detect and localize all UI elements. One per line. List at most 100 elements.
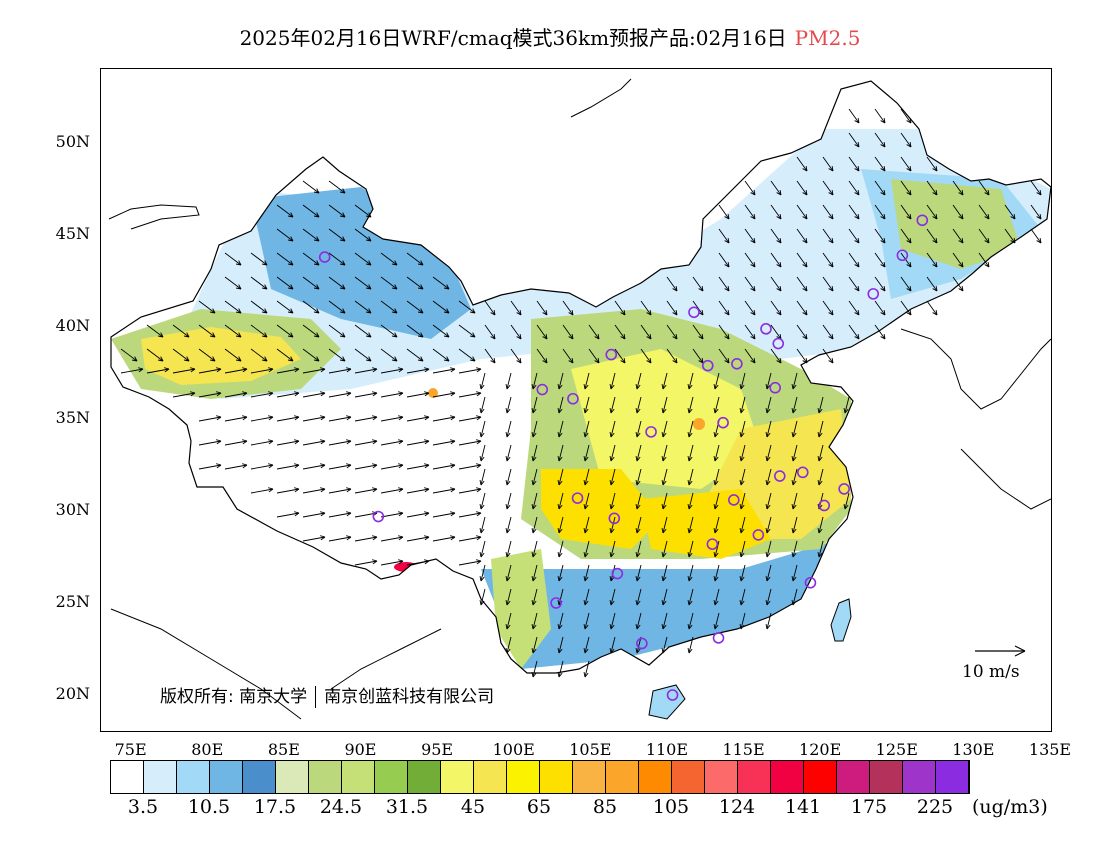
wind-vector [900, 204, 912, 220]
wind-vector [328, 324, 346, 338]
wind-vector [687, 588, 694, 606]
wind-vector [458, 324, 476, 338]
wind-vector [661, 540, 668, 558]
map-panel [100, 68, 1052, 732]
wind-vector [796, 252, 808, 268]
wind-vector [380, 252, 398, 266]
wind-vector [328, 439, 352, 446]
wind-vector [822, 228, 834, 244]
station-marker [712, 632, 725, 644]
wind-vector [635, 588, 642, 606]
wind-vector [250, 463, 274, 470]
colorbar-cell [804, 761, 837, 793]
title-main: 2025年02月16日WRF/cmaq模式36km预报产品:02月16日 [239, 26, 787, 50]
wind-vector [848, 156, 860, 172]
station-marker [717, 416, 729, 429]
wind-vector [926, 252, 938, 268]
wind-vector [432, 276, 450, 290]
wind-vector [635, 372, 642, 390]
wind-vector [817, 396, 824, 414]
wind-vector [224, 439, 248, 446]
wind-vector [198, 415, 222, 422]
wind-vector [536, 348, 548, 364]
wind-vector [531, 420, 538, 438]
wind-vector [822, 252, 834, 268]
wind-vector [557, 444, 564, 462]
wind-vector [744, 204, 756, 220]
wind-vector [380, 367, 404, 374]
hainan-island [648, 684, 686, 720]
wind-vector [796, 300, 808, 316]
conc-yunnan-moderate [491, 549, 551, 669]
wind-vector [562, 348, 574, 364]
wind-vector [666, 276, 678, 292]
colorbar-label: 105 [652, 796, 690, 818]
wind-vector [583, 468, 590, 486]
wind-vector [276, 252, 294, 266]
station-marker [896, 249, 909, 262]
wind-vector [479, 372, 486, 390]
wind-vector [687, 444, 694, 462]
wind-vector [302, 252, 320, 266]
wind-vector [354, 535, 378, 542]
wind-vector [531, 492, 538, 510]
station-marker [372, 510, 385, 523]
wind-vector [380, 439, 404, 446]
wind-vector [250, 324, 268, 338]
station-marker [605, 348, 618, 361]
station-marker [838, 483, 850, 495]
wind-vector [770, 180, 782, 196]
wind-vector [536, 300, 548, 316]
longitude-label: 85E [267, 740, 300, 759]
wind-vector [718, 204, 730, 220]
wind-vector [796, 204, 808, 220]
wind-vector [583, 588, 590, 606]
colorbar-cell [441, 761, 474, 793]
wind-vector [406, 252, 424, 266]
wind-vector [198, 324, 216, 338]
wind-vector [224, 276, 242, 290]
wind-vector [458, 511, 482, 518]
wind-vector [557, 540, 564, 558]
wind-vector [926, 180, 938, 196]
wind-reference-label: 10 m/s [962, 662, 1020, 682]
wind-vector [458, 415, 482, 422]
colorbar-label: 24.5 [319, 796, 363, 818]
wind-vector [583, 516, 590, 534]
colorbar-cell [375, 761, 408, 793]
wind-vector [744, 276, 756, 292]
wind-vector [458, 559, 482, 566]
longitude-label: 120E [799, 740, 842, 759]
wind-vector [583, 372, 590, 390]
wind-vector [822, 348, 834, 364]
station-marker [688, 306, 700, 319]
wind-vector [484, 300, 496, 316]
station-marker [752, 529, 765, 541]
wind-vector [817, 516, 824, 534]
wind-vector [406, 276, 424, 290]
wind-vector [926, 300, 938, 316]
colorbar-cell [936, 761, 969, 793]
wind-vector [354, 439, 378, 446]
wind-vector [687, 636, 694, 654]
wind-vector [531, 372, 538, 390]
wind-vector [687, 396, 694, 414]
taiwan-island [830, 598, 852, 642]
colorbar-cell [474, 761, 507, 793]
lake-baikal [570, 78, 632, 118]
wind-vector [328, 300, 346, 314]
wind-vector [822, 300, 834, 316]
wind-vector [531, 588, 538, 606]
wind-vector [791, 540, 798, 558]
wind-vector [661, 492, 668, 510]
wind-vector [354, 559, 378, 566]
wind-vector [687, 492, 694, 510]
wind-vector [380, 300, 398, 314]
wind-vector [687, 468, 694, 486]
wind-vector [791, 516, 798, 534]
wind-vector [796, 276, 808, 292]
wind-vector [848, 276, 860, 292]
wind-vector [432, 348, 450, 362]
wind-vector [354, 391, 378, 398]
wind-vector [224, 367, 248, 374]
